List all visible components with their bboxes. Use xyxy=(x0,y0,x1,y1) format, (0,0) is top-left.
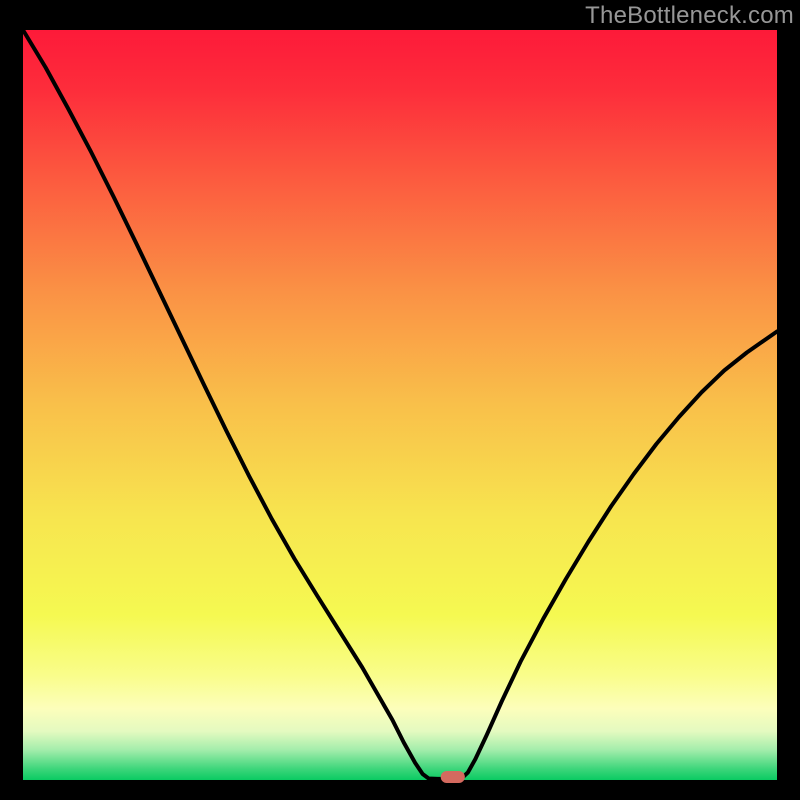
watermark-text: TheBottleneck.com xyxy=(585,0,800,30)
bottleneck-curve-chart xyxy=(0,0,800,800)
optimal-marker xyxy=(441,771,465,783)
chart-stage: TheBottleneck.com xyxy=(0,0,800,800)
plot-background xyxy=(23,30,777,780)
